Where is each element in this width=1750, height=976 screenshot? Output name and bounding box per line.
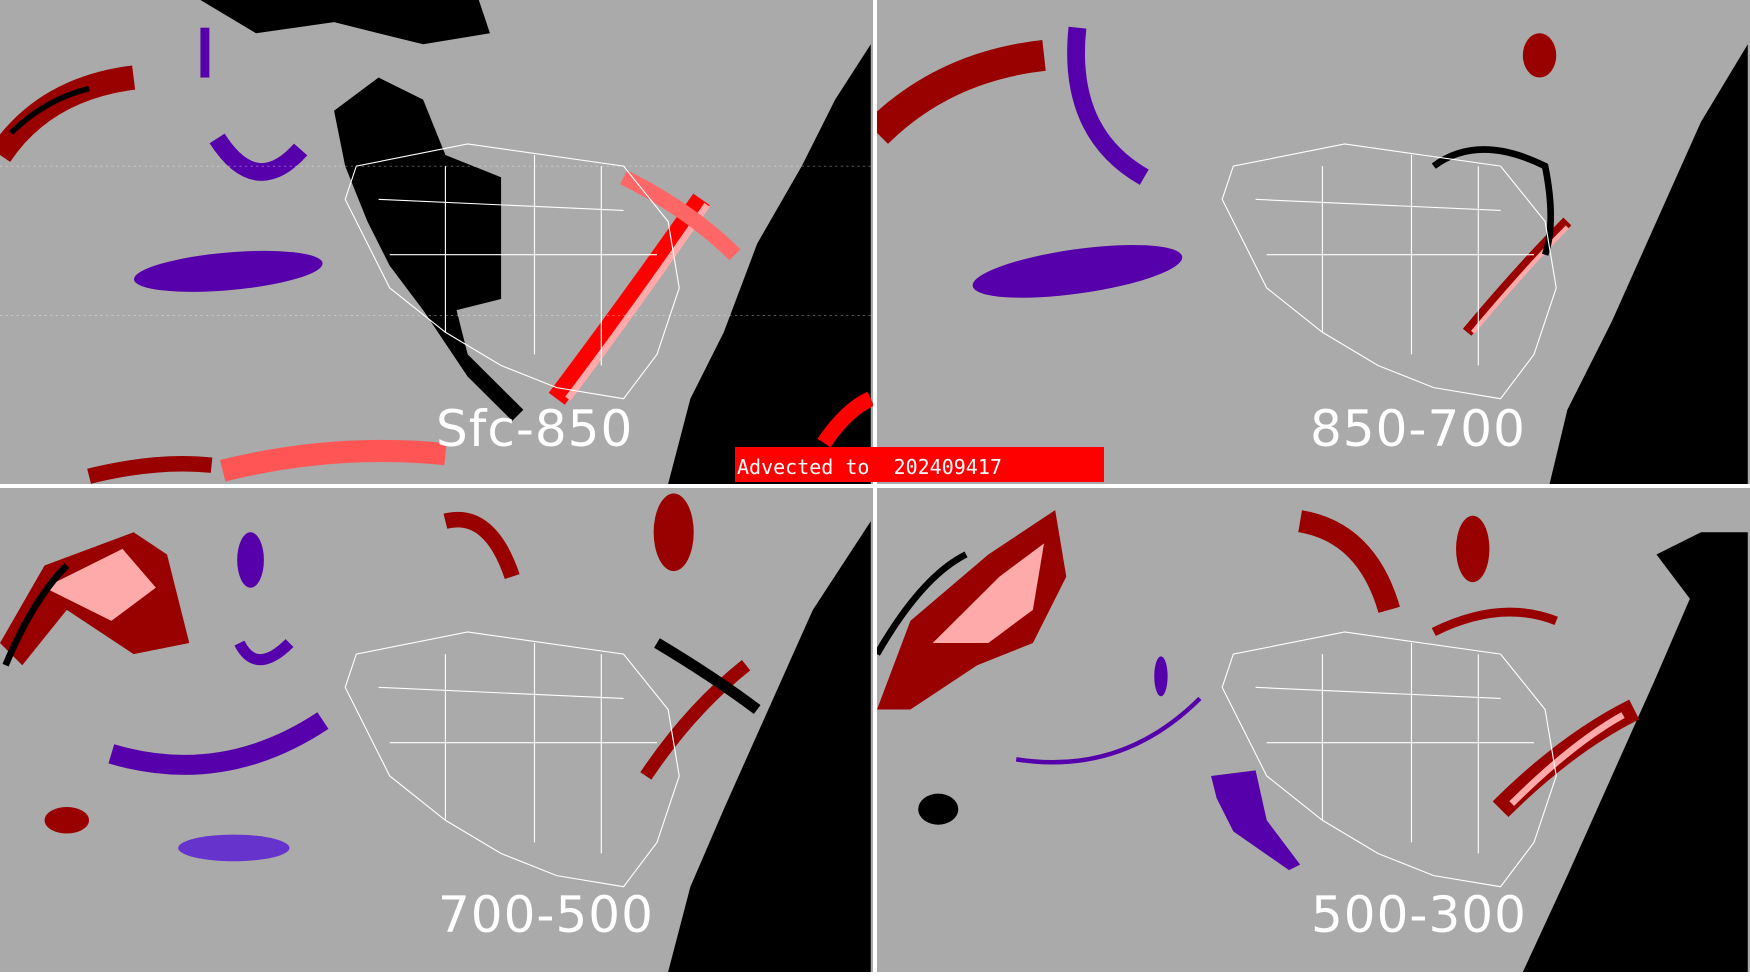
- panel-sfc-850: Sfc-850: [0, 0, 873, 484]
- advected-date-banner: Advected to 202409417: [735, 447, 1104, 482]
- panel-700-500: 700-500: [0, 488, 873, 972]
- panel-500-300: 500-300: [877, 488, 1750, 972]
- map-700-500: [0, 493, 871, 972]
- map-sfc-850: [0, 0, 873, 484]
- panel-label: 500-300: [1311, 886, 1527, 944]
- map-500-300: [877, 510, 1748, 972]
- panel-label: 850-700: [1310, 400, 1526, 458]
- panel-850-700: 850-700: [877, 0, 1750, 484]
- panel-label: Sfc-850: [436, 400, 634, 458]
- panel-label: 700-500: [438, 886, 654, 944]
- map-850-700: [877, 26, 1748, 484]
